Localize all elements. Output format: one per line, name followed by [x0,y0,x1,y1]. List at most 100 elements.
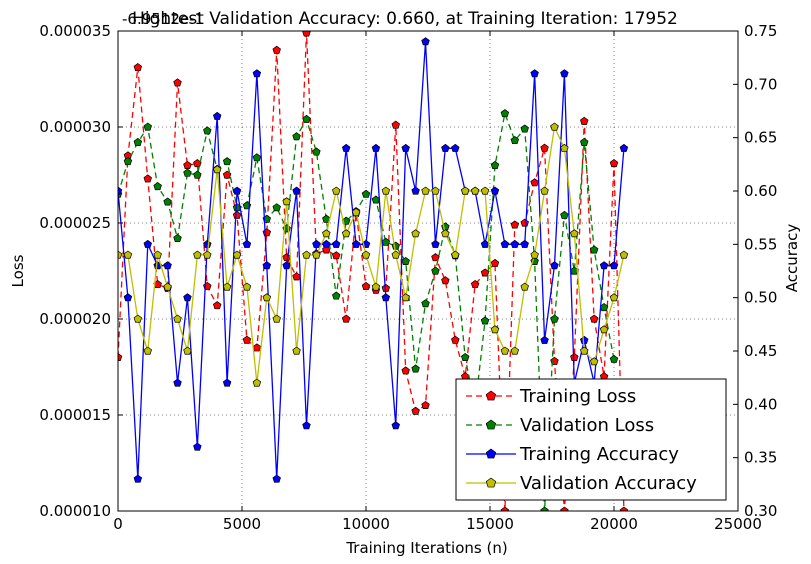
validation-loss-point [163,197,172,206]
y-right-tick-label: 0.30 [744,502,777,520]
y-right-tick-label: 0.75 [744,22,777,40]
training-accuracy-point [391,421,400,430]
validation-loss-point [173,233,182,242]
training-accuracy-point [540,335,549,344]
training-loss-point [143,174,152,183]
training-loss-point [480,268,490,277]
legend: Training Loss Validation Loss Training Acc… [455,378,727,501]
y-right-tick-label: 0.35 [744,449,777,467]
training-loss-point [118,352,123,361]
validation-accuracy-point [242,282,252,291]
series-layer [118,31,629,511]
validation-loss-point [589,245,599,254]
training-loss-point [441,276,450,285]
validation-accuracy-point [183,346,192,355]
validation-loss-point [312,147,321,156]
x-tick-label: 20000 [590,515,638,533]
training-accuracy-point [282,261,291,270]
validation-accuracy-point [431,186,440,195]
training-accuracy-point [292,186,301,195]
validation-loss-point [292,132,301,141]
validation-loss-point [203,126,212,135]
training-loss-point [619,506,629,511]
validation-loss-point [143,122,152,131]
training-loss-point [341,314,351,323]
validation-loss-point [500,109,510,118]
validation-accuracy-point [252,378,262,387]
validation-loss-point [332,291,341,300]
validation-accuracy-point [341,229,351,238]
training-accuracy-point [222,378,232,387]
legend-label-validation-loss: Validation Loss [520,415,654,436]
training-loss-point [530,178,539,187]
validation-accuracy-point [530,250,539,259]
validation-accuracy-point [322,229,331,238]
validation-accuracy-point [361,250,371,259]
training-accuracy-point [351,239,361,248]
training-loss-point [589,314,599,323]
training-loss-point [470,280,480,289]
training-accuracy-point [332,239,341,248]
training-accuracy-point [401,143,410,152]
validation-accuracy-point [470,186,480,195]
validation-loss-point [510,136,520,145]
y-left-tick-label: 0.000015 [39,406,111,424]
validation-accuracy-point [153,250,162,259]
training-loss-point [272,45,281,54]
training-loss-point [540,143,549,152]
validation-accuracy-point [589,357,599,366]
x-tick-label: 10000 [342,515,390,533]
legend-marker-validation-loss [485,419,497,430]
validation-accuracy-point [381,186,391,195]
validation-accuracy-point [232,250,242,259]
y-right-tick-label: 0.55 [744,235,777,253]
x-tick-label: 0 [113,515,123,533]
training-loss-point [332,251,341,260]
training-accuracy-point [560,69,569,78]
training-accuracy-point [232,186,242,195]
training-accuracy-point [411,186,420,195]
validation-accuracy-point [173,314,182,323]
validation-accuracy-point [570,229,579,238]
training-accuracy-point [133,474,143,483]
training-loss-point [173,78,182,87]
training-loss-point [560,506,569,511]
validation-accuracy-point [371,282,381,291]
validation-accuracy-point [421,186,430,195]
training-loss-point [431,253,440,262]
training-accuracy-point [262,261,272,270]
validation-accuracy-point [599,325,609,334]
training-accuracy-point [341,143,351,152]
training-accuracy-point [520,239,529,248]
y-left-tick-label: 0.000020 [39,310,111,328]
validation-loss-point [411,364,420,373]
training-accuracy-point [550,261,559,270]
validation-loss-point [580,137,589,146]
training-accuracy-point [143,239,152,248]
training-accuracy-point [500,239,510,248]
validation-accuracy-point [282,197,291,206]
validation-accuracy-line [118,124,625,384]
training-loss-point [490,258,500,267]
training-accuracy-point [431,239,440,248]
training-loss-point [411,406,420,415]
training-accuracy-point [242,239,252,248]
validation-loss-point [183,168,192,177]
training-loss-point [133,63,143,72]
validation-accuracy-point [351,207,361,216]
validation-loss-point [421,299,430,308]
x-tick-label: 15000 [466,515,514,533]
y-right-tick-label: 0.70 [744,75,777,93]
training-loss-point [421,400,430,409]
legend-marker-training-loss [485,390,497,401]
training-loss-point [401,366,410,375]
validation-loss-point [252,153,262,162]
validation-accuracy-point [540,186,549,195]
y-axis-label-right: Accuracy [783,224,801,293]
y-right-tick-label: 0.60 [744,182,777,200]
training-accuracy-point [272,474,281,483]
training-accuracy-point [441,143,450,152]
training-loss-point [183,160,192,169]
training-loss-point [212,301,222,310]
training-accuracy-point [381,293,391,302]
